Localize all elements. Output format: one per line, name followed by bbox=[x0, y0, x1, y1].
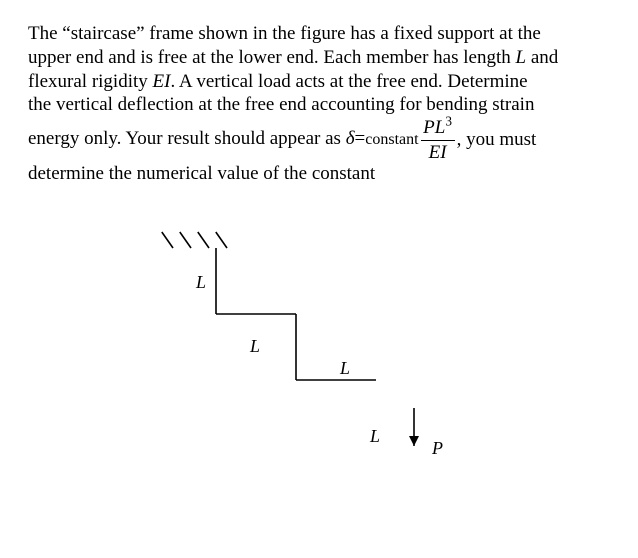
length-label: L bbox=[340, 358, 350, 379]
text-line5b: , you must bbox=[457, 129, 537, 150]
var-EI: EI bbox=[153, 71, 171, 92]
var-L: L bbox=[515, 47, 526, 68]
load-label: P bbox=[432, 438, 443, 459]
frac-num-sup: 3 bbox=[445, 113, 452, 128]
text-line2a: upper end and is free at the lower end. … bbox=[28, 47, 515, 68]
text-line4: the vertical deflection at the free end … bbox=[28, 94, 534, 115]
length-label: L bbox=[196, 272, 206, 293]
text-line3a: flexural rigidity bbox=[28, 71, 153, 92]
text-line5a: energy only. Your result should appear a… bbox=[28, 128, 346, 149]
frac-den: EI bbox=[421, 143, 455, 162]
fraction: PL3 EI bbox=[421, 118, 455, 162]
text-line1: The “staircase” frame shown in the figur… bbox=[28, 23, 541, 44]
text-line6: determine the numerical value of the con… bbox=[28, 163, 375, 184]
var-delta: δ bbox=[346, 128, 355, 149]
frac-num-base: PL bbox=[423, 117, 445, 138]
eq-sign: = bbox=[355, 128, 366, 149]
const-text: constant bbox=[365, 131, 418, 148]
text-line3b: . A vertical load acts at the free end. … bbox=[170, 71, 527, 92]
length-label: L bbox=[250, 336, 260, 357]
text-line2b: and bbox=[526, 47, 558, 68]
problem-statement: The “staircase” frame shown in the figur… bbox=[28, 22, 610, 186]
length-label: L bbox=[370, 426, 380, 447]
